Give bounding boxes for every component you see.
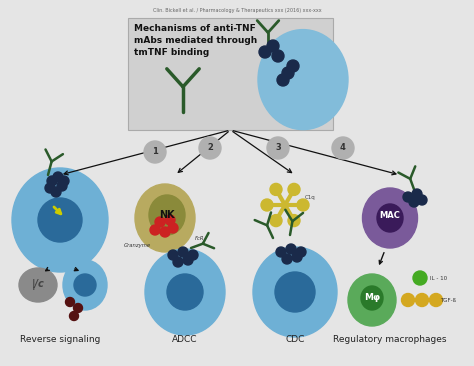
- Circle shape: [199, 137, 221, 159]
- Circle shape: [282, 67, 294, 79]
- Circle shape: [53, 172, 63, 182]
- Circle shape: [168, 250, 178, 260]
- Circle shape: [178, 247, 188, 257]
- Circle shape: [429, 294, 443, 306]
- Circle shape: [267, 137, 289, 159]
- Circle shape: [403, 192, 413, 202]
- Ellipse shape: [275, 272, 315, 312]
- Circle shape: [259, 46, 271, 58]
- Circle shape: [188, 250, 198, 260]
- Text: Mechanisms of anti-TNF
mAbs mediated through
tmTNF binding: Mechanisms of anti-TNF mAbs mediated thr…: [134, 24, 257, 57]
- Ellipse shape: [38, 198, 82, 242]
- Circle shape: [70, 311, 79, 321]
- Ellipse shape: [270, 214, 282, 227]
- Circle shape: [332, 137, 354, 159]
- Text: 3: 3: [275, 143, 281, 153]
- Circle shape: [412, 189, 422, 199]
- Circle shape: [282, 254, 292, 264]
- Circle shape: [155, 217, 165, 227]
- Text: 2: 2: [207, 143, 213, 153]
- Circle shape: [65, 298, 74, 306]
- Circle shape: [292, 252, 302, 262]
- Circle shape: [401, 294, 414, 306]
- Circle shape: [277, 74, 289, 86]
- Text: NK: NK: [159, 210, 175, 220]
- Ellipse shape: [288, 214, 300, 227]
- FancyBboxPatch shape: [128, 18, 333, 130]
- Ellipse shape: [261, 199, 273, 211]
- Text: CDC: CDC: [285, 336, 305, 344]
- Text: 1: 1: [152, 147, 158, 157]
- Circle shape: [59, 176, 69, 186]
- Circle shape: [416, 294, 428, 306]
- Circle shape: [51, 187, 61, 197]
- Ellipse shape: [270, 183, 282, 195]
- Circle shape: [417, 195, 427, 205]
- Circle shape: [267, 40, 279, 52]
- Circle shape: [57, 181, 67, 191]
- Text: C1q: C1q: [305, 195, 316, 201]
- Ellipse shape: [145, 249, 225, 335]
- Text: Reverse signaling: Reverse signaling: [20, 336, 100, 344]
- Circle shape: [409, 197, 419, 207]
- Ellipse shape: [74, 274, 96, 296]
- Text: IL - 10: IL - 10: [430, 276, 447, 280]
- Text: |/c: |/c: [32, 280, 45, 291]
- Text: ADCC: ADCC: [172, 336, 198, 344]
- Circle shape: [168, 223, 178, 233]
- Circle shape: [272, 50, 284, 62]
- Ellipse shape: [377, 204, 403, 232]
- Circle shape: [413, 271, 427, 285]
- Circle shape: [45, 183, 55, 193]
- Text: FcR: FcR: [195, 235, 204, 240]
- Circle shape: [73, 303, 82, 313]
- Ellipse shape: [288, 183, 300, 195]
- Text: 4: 4: [340, 143, 346, 153]
- Ellipse shape: [135, 184, 195, 252]
- Text: Regulatory macrophages: Regulatory macrophages: [333, 336, 447, 344]
- Circle shape: [287, 60, 299, 72]
- Ellipse shape: [19, 268, 57, 302]
- Circle shape: [47, 176, 57, 186]
- Ellipse shape: [63, 260, 107, 310]
- Circle shape: [144, 141, 166, 163]
- Ellipse shape: [297, 199, 309, 211]
- Text: TGF-ß: TGF-ß: [440, 298, 456, 303]
- Circle shape: [183, 255, 193, 265]
- Circle shape: [173, 257, 183, 267]
- Circle shape: [150, 225, 160, 235]
- Circle shape: [296, 247, 306, 257]
- Ellipse shape: [258, 30, 348, 130]
- Text: Granzyme: Granzyme: [123, 243, 151, 247]
- Circle shape: [286, 244, 296, 254]
- Ellipse shape: [253, 247, 337, 337]
- Text: MAC: MAC: [380, 210, 401, 220]
- Ellipse shape: [363, 188, 418, 248]
- Ellipse shape: [167, 274, 203, 310]
- Ellipse shape: [12, 168, 108, 272]
- Circle shape: [276, 247, 286, 257]
- Circle shape: [160, 227, 170, 237]
- Ellipse shape: [348, 274, 396, 326]
- Ellipse shape: [149, 195, 185, 235]
- Ellipse shape: [361, 286, 383, 310]
- Text: Clin. Bickell et al. / Pharmacology & Therapeutics xxx (2016) xxx-xxx: Clin. Bickell et al. / Pharmacology & Th…: [153, 8, 321, 13]
- Circle shape: [165, 215, 175, 225]
- Text: Mφ: Mφ: [364, 294, 380, 303]
